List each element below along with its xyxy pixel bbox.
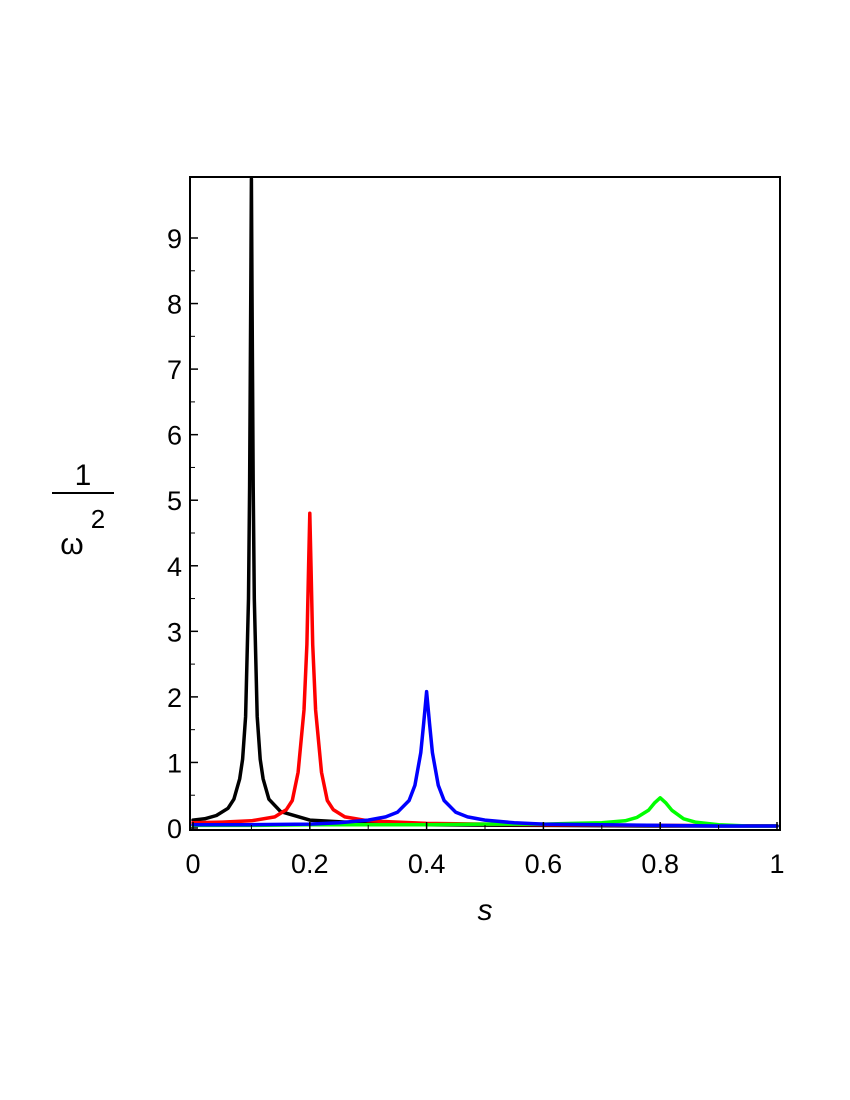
y-tick-label: 3 [167, 617, 182, 647]
y-tick-label: 0 [167, 814, 182, 844]
x-axis-label: s [478, 894, 493, 927]
x-tick-label: 0.6 [525, 849, 563, 879]
x-tick-label: 0.2 [291, 849, 329, 879]
y-axis-label: 1 ω 2 [52, 459, 114, 561]
series-line-4 [191, 689, 779, 828]
x-tick-label: 1 [769, 849, 784, 879]
y-axis-label-numerator: 1 [75, 459, 92, 492]
x-tick-label: 0.8 [641, 849, 679, 879]
series-line-1 [191, 177, 779, 828]
y-tick-label: 8 [167, 290, 182, 320]
x-tick-label: 0 [185, 849, 200, 879]
y-tick-labels: 0 1 2 3 4 5 6 7 8 9 [167, 224, 182, 844]
y-tick-label: 7 [167, 355, 182, 385]
y-tick-label: 1 [167, 748, 182, 778]
y-tick-label: 2 [167, 683, 182, 713]
y-tick-label: 4 [167, 552, 182, 582]
y-tick-label: 6 [167, 421, 182, 451]
y-axis-label-denominator: ω [60, 528, 83, 561]
series-line-3 [191, 796, 779, 828]
series-line-2 [191, 511, 779, 828]
y-axis-label-exponent: 2 [91, 504, 105, 534]
plot-frame [189, 176, 781, 831]
x-tick-label: 0.4 [408, 849, 446, 879]
y-tick-label: 5 [167, 486, 182, 516]
series-layer [191, 177, 779, 828]
x-tick-labels: 0 0.2 0.4 0.6 0.8 1 [185, 849, 784, 879]
ticks-layer [190, 237, 778, 830]
y-tick-label: 9 [167, 224, 182, 254]
